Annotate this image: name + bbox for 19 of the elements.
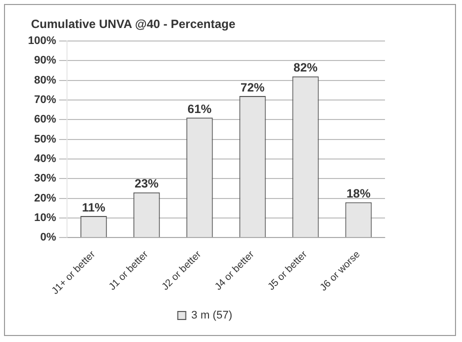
legend-label: 3 m (57) (191, 310, 232, 322)
data-label: 11% (82, 200, 106, 214)
data-label: 23% (134, 176, 159, 191)
y-tick-label: 100% (28, 35, 56, 48)
y-tick-label: 50% (34, 133, 56, 146)
y-tick-label: 0% (40, 232, 56, 244)
data-label: 61% (188, 102, 212, 116)
y-tick-label: 80% (34, 74, 56, 86)
y-tick-label: 10% (34, 212, 56, 224)
y-tick-label: 60% (34, 114, 56, 126)
y-tick-label: 40% (34, 153, 56, 166)
data-label: 18% (346, 186, 371, 201)
data-label: 82% (294, 60, 318, 75)
data-label: 72% (240, 80, 265, 94)
y-tick-label: 30% (34, 172, 56, 185)
y-tick-label: 20% (34, 192, 56, 204)
y-tick-label: 90% (34, 54, 56, 67)
chart-title: Cumulative UNVA @40 - Percentage (31, 17, 236, 31)
y-tick-label: 70% (34, 94, 56, 106)
